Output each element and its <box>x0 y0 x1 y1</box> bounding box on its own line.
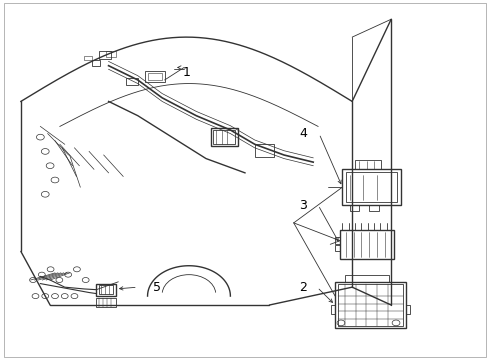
Bar <box>369 205 379 211</box>
Bar <box>213 130 235 144</box>
Bar <box>145 71 165 82</box>
Bar <box>355 160 381 169</box>
Bar <box>97 284 116 296</box>
Bar <box>340 230 393 258</box>
Bar <box>211 128 238 146</box>
Bar <box>331 305 335 314</box>
Bar <box>255 144 274 157</box>
Text: 2: 2 <box>299 281 307 294</box>
Bar <box>99 285 114 294</box>
Bar <box>106 51 116 57</box>
Bar <box>335 245 340 251</box>
Bar <box>147 73 162 80</box>
Bar <box>335 237 340 244</box>
Bar <box>346 172 397 202</box>
Text: 4: 4 <box>299 127 307 140</box>
Bar <box>335 282 406 328</box>
Bar <box>350 205 360 211</box>
Bar <box>406 305 410 314</box>
Text: 3: 3 <box>299 198 307 212</box>
Bar <box>92 60 100 66</box>
Bar <box>84 56 92 60</box>
Text: 1: 1 <box>183 66 191 79</box>
Bar <box>99 51 111 59</box>
Bar <box>97 298 116 307</box>
Bar <box>338 284 403 327</box>
Bar <box>343 169 401 205</box>
Bar <box>345 275 389 282</box>
Text: 5: 5 <box>153 281 161 294</box>
Bar <box>125 78 138 85</box>
